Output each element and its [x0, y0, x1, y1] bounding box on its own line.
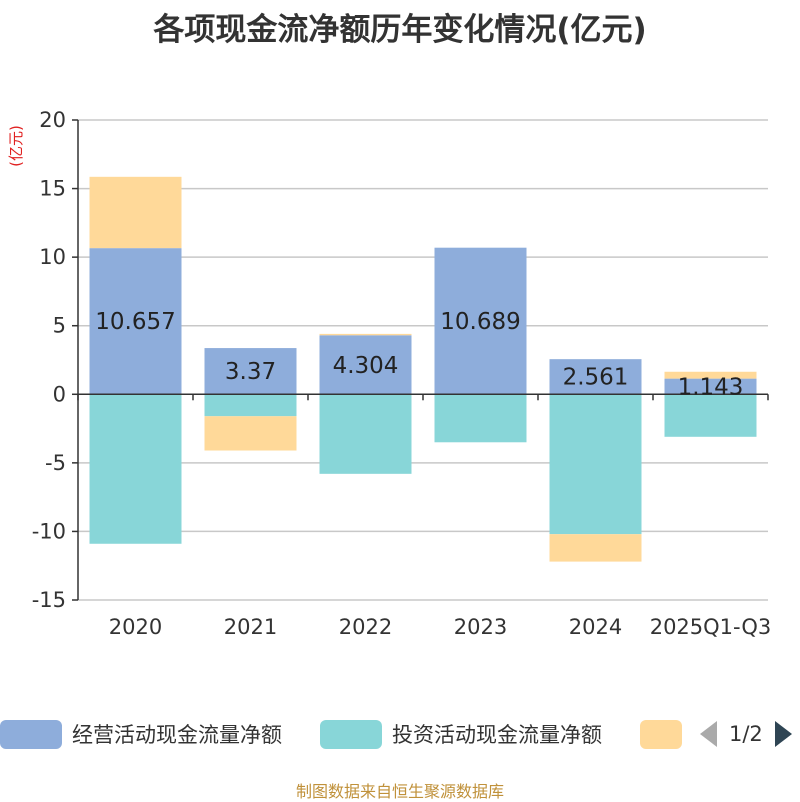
- y-tick-label--15: -15: [32, 588, 66, 612]
- data-label-2024: 2.561: [563, 365, 629, 391]
- value-labels: 10.657 3.37 4.304 10.689 2.561 1.143: [95, 309, 743, 400]
- y-tick-label-15: 15: [39, 177, 66, 201]
- y-tick-label-10: 10: [39, 245, 66, 269]
- data-label-2023: 10.689: [440, 309, 520, 335]
- bar-2020-series2: [89, 176, 182, 249]
- x-tick-label-2020: 2020: [109, 615, 162, 639]
- bar-2022-series2: [319, 333, 412, 336]
- y-tick-label-5: 5: [53, 314, 66, 338]
- x-tick-label-2021: 2021: [224, 615, 277, 639]
- bar-2024-series0: [549, 359, 642, 395]
- legend-item-operating[interactable]: 经营活动现金流量净额: [0, 714, 282, 754]
- y-tick-label-0: 0: [53, 382, 66, 406]
- x-tick-label-2025Q1-Q3: 2025Q1-Q3: [650, 615, 772, 639]
- bar-2020-series1: [89, 394, 182, 544]
- bar-2022-series0: [319, 335, 412, 395]
- legend-swatch-investing: [320, 719, 382, 749]
- chart-title: 各项现金流净额历年变化情况(亿元): [153, 12, 647, 48]
- bar-2023-series1: [434, 394, 527, 443]
- bar-2025Q1-Q3-series2: [664, 371, 757, 379]
- legend: 经营活动现金流量净额 投资活动现金流量净额 1/2: [0, 714, 800, 754]
- legend-pager: 1/2: [700, 714, 792, 754]
- x-tick-label-2022: 2022: [339, 615, 392, 639]
- chart-area: 20 15 10 5 0 -5 -10 -15 2020 2021 2022 2023 2024 2025…: [7, 108, 772, 639]
- bar-2021-series1: [204, 394, 297, 417]
- bar-2022-series1: [319, 394, 412, 474]
- next-page-icon[interactable]: [774, 721, 792, 747]
- legend-label-investing: 投资活动现金流量净额: [392, 723, 602, 747]
- legend-page-indicator: 1/2: [729, 722, 763, 746]
- grid-lines: [78, 119, 768, 601]
- y-tick-label-20: 20: [39, 108, 66, 132]
- legend-item-financing[interactable]: [640, 714, 682, 754]
- y-tick-label--10: -10: [32, 519, 66, 543]
- bar-2021-series0: [204, 348, 297, 395]
- bar-2025Q1-Q3-series1: [664, 394, 757, 437]
- legend-swatch-financing: [640, 719, 682, 749]
- x-tick-label-2023: 2023: [454, 615, 507, 639]
- bars: [89, 176, 757, 562]
- data-label-2022: 4.304: [333, 353, 399, 379]
- data-label-2020: 10.657: [95, 309, 175, 335]
- y-axis-label: (亿元): [7, 125, 25, 167]
- x-tick-label-2024: 2024: [569, 615, 622, 639]
- axes: 20 15 10 5 0 -5 -10 -15 2020 2021 2022 2023 2024 2025…: [32, 108, 772, 639]
- legend-label-operating: 经营活动现金流量净额: [72, 723, 282, 747]
- bar-2024-series1: [549, 394, 642, 535]
- bar-2023-series0: [434, 247, 527, 395]
- legend-swatch-operating: [0, 719, 62, 749]
- data-label-2021: 3.37: [225, 359, 276, 385]
- bar-2024-series2: [549, 534, 642, 562]
- y-tick-label--5: -5: [45, 451, 66, 475]
- bar-2025Q1-Q3-series0: [664, 378, 757, 395]
- bar-2021-series2: [204, 416, 297, 451]
- previous-page-icon[interactable]: [700, 721, 717, 747]
- data-source-note: 制图数据来自恒生聚源数据库: [295, 782, 504, 801]
- bar-2020-series0: [89, 248, 182, 395]
- data-label-2025Q1-Q3: 1.143: [678, 374, 744, 400]
- legend-item-investing[interactable]: 投资活动现金流量净额: [320, 714, 602, 754]
